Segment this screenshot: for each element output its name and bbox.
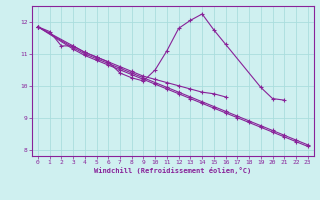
X-axis label: Windchill (Refroidissement éolien,°C): Windchill (Refroidissement éolien,°C) [94,167,252,174]
